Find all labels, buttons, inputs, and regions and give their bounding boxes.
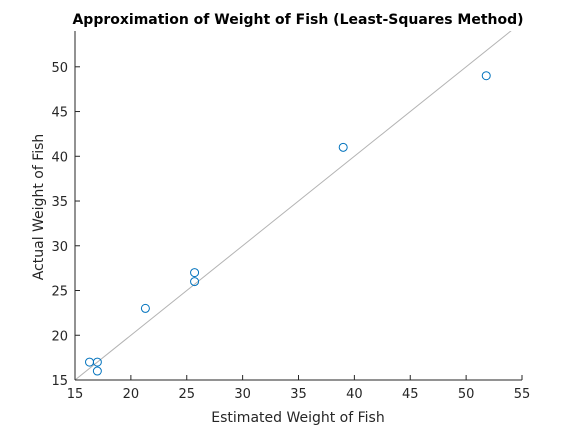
data-point — [85, 357, 95, 367]
x-tick-label: 35 — [290, 387, 307, 402]
y-tick-label: 40 — [51, 150, 68, 165]
reference-line — [75, 31, 512, 380]
y-tick-label: 20 — [51, 329, 68, 344]
x-tick-label: 45 — [402, 387, 419, 402]
data-point — [338, 142, 348, 152]
x-tick-label: 15 — [67, 387, 84, 402]
y-tick-label: 50 — [51, 61, 68, 76]
y-tick-label: 45 — [51, 106, 68, 121]
x-tick-label: 20 — [123, 387, 140, 402]
x-axis-label: Estimated Weight of Fish — [211, 410, 384, 426]
y-tick-label: 35 — [51, 195, 68, 210]
x-tick-label: 50 — [458, 387, 475, 402]
x-tick-label: 25 — [178, 387, 195, 402]
data-point — [92, 366, 102, 376]
data-point — [190, 277, 200, 287]
chart-title: Approximation of Weight of Fish (Least-S… — [72, 12, 523, 28]
plot-area: 15 20 25 30 35 40 45 50 55 15 20 25 30 35 40 45 50 — [51, 31, 531, 402]
y-tick-label: 25 — [51, 285, 68, 300]
y-tick-label: 30 — [51, 240, 68, 255]
data-point — [190, 268, 200, 278]
data-point — [92, 357, 102, 367]
data-point — [140, 303, 150, 313]
x-tick-label: 55 — [514, 387, 531, 402]
data-point — [481, 71, 491, 81]
y-tick-label: 15 — [51, 374, 68, 389]
y-axis-label: Actual Weight of Fish — [31, 134, 47, 281]
x-tick-label: 30 — [234, 387, 251, 402]
x-tick-label: 40 — [346, 387, 363, 402]
